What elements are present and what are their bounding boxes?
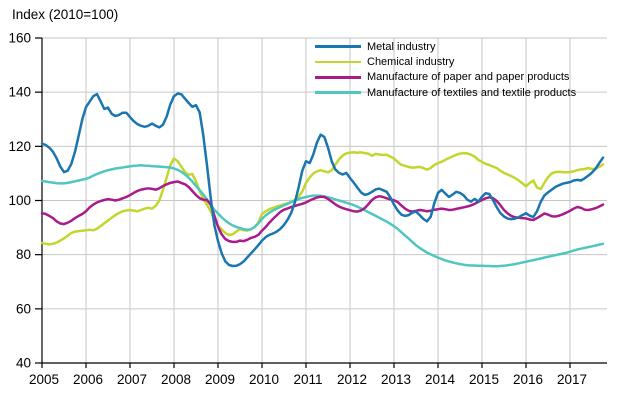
chart-legend: Metal industry Chemical industry Manufac… (315, 39, 576, 101)
legend-label: Metal industry (367, 40, 436, 53)
y-tick-label: 120 (8, 139, 31, 154)
x-tick-label: 2013 (381, 372, 411, 387)
legend-item-textile-products: Manufacture of textiles and textile prod… (315, 85, 576, 100)
legend-label: Manufacture of paper and paper products (367, 71, 570, 84)
x-tick-label: 2014 (425, 372, 456, 387)
legend-item-paper-products: Manufacture of paper and paper products (315, 70, 576, 85)
x-tick-label: 2016 (513, 372, 543, 387)
legend-label: Chemical industry (367, 56, 455, 69)
y-tick-label: 60 (16, 301, 31, 316)
x-tick-label: 2017 (557, 372, 587, 387)
y-tick-label: 100 (8, 193, 31, 208)
x-tick-label: 2008 (161, 372, 191, 387)
x-tick-label: 2010 (249, 372, 279, 387)
legend-item-metal-industry: Metal industry (315, 39, 576, 54)
legend-label: Manufacture of textiles and textile prod… (367, 86, 577, 99)
legend-swatch-metal-industry (315, 45, 361, 49)
x-tick-label: 2011 (293, 372, 322, 387)
y-tick-label: 80 (16, 247, 31, 262)
x-tick-label: 2006 (73, 372, 103, 387)
x-tick-label: 2015 (469, 372, 499, 387)
x-tick-label: 2012 (337, 372, 367, 387)
series-line-metal-industry (40, 92, 605, 268)
y-tick-label: 40 (16, 356, 31, 371)
x-tick-label: 2007 (117, 372, 147, 387)
legend-swatch-textile-products (315, 91, 361, 95)
legend-swatch-paper-products (315, 76, 361, 79)
x-tick-label: 2009 (205, 372, 235, 387)
x-tick-label: 2005 (29, 372, 59, 387)
y-tick-label: 160 (8, 31, 31, 46)
chart-title: Index (2010=100) (12, 7, 119, 22)
series-line-manufacture-of-paper-and-paper-products (40, 180, 605, 244)
legend-item-chemical-industry: Chemical industry (315, 54, 576, 69)
legend-swatch-chemical-industry (315, 60, 361, 64)
series-line-chemical-industry (40, 151, 605, 246)
y-tick-label: 140 (8, 85, 31, 100)
